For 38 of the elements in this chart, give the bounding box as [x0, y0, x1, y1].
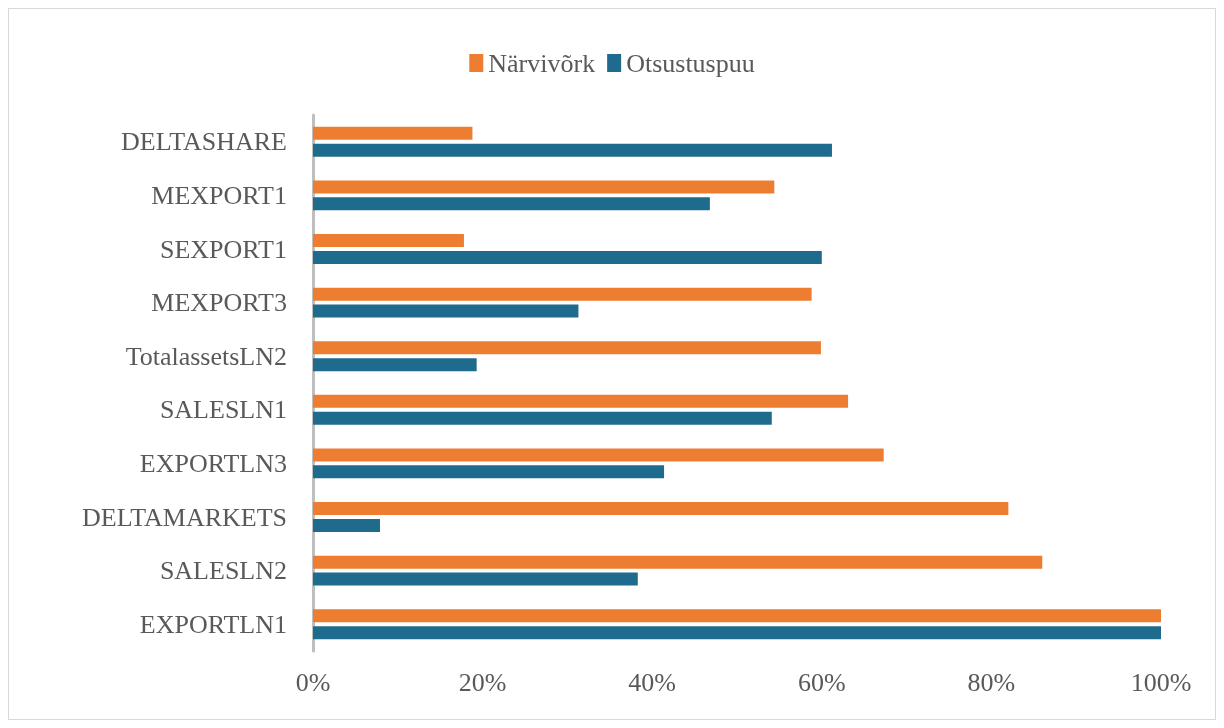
- bar: [313, 143, 832, 157]
- x-tick-label: 100%: [1130, 667, 1192, 697]
- bar: [313, 287, 812, 301]
- bar: [313, 518, 380, 532]
- bar: [313, 180, 775, 194]
- y-tick-label: DELTASHARE: [121, 127, 287, 157]
- bar: [313, 341, 821, 355]
- bar: [313, 197, 710, 211]
- bar: [313, 250, 822, 264]
- bar: [313, 304, 579, 318]
- y-tick-label: MEXPORT3: [151, 288, 287, 318]
- y-tick-label: TotalassetsLN2: [125, 341, 287, 371]
- bar: [313, 609, 1161, 623]
- y-tick-label: EXPORTLN1: [139, 609, 287, 639]
- legend-label: Närvivõrk: [488, 48, 596, 78]
- y-tick-label: SEXPORT1: [159, 234, 287, 264]
- bar: [313, 394, 849, 408]
- bar: [313, 234, 464, 248]
- y-tick-label: DELTAMARKETS: [82, 502, 287, 532]
- bar: [313, 126, 473, 140]
- y-tick-label: MEXPORT1: [151, 180, 287, 210]
- x-tick-label: 40%: [628, 667, 677, 697]
- bar: [313, 411, 772, 425]
- bar: [313, 572, 638, 586]
- y-tick-label: SALESLN2: [159, 556, 287, 586]
- bar: [313, 555, 1043, 569]
- y-tick-label: SALESLN1: [159, 395, 287, 425]
- legend-label: Otsustuspuu: [626, 48, 755, 78]
- y-tick-label: EXPORTLN3: [139, 448, 287, 478]
- x-tick-label: 20%: [458, 667, 507, 697]
- x-tick-label: 60%: [797, 667, 846, 697]
- bar: [313, 465, 665, 479]
- x-tick-label: 0%: [295, 667, 331, 697]
- bar: [313, 502, 1009, 516]
- bar: [313, 448, 884, 462]
- bar: [313, 626, 1161, 640]
- bar: [313, 358, 477, 372]
- x-tick-label: 80%: [967, 667, 1016, 697]
